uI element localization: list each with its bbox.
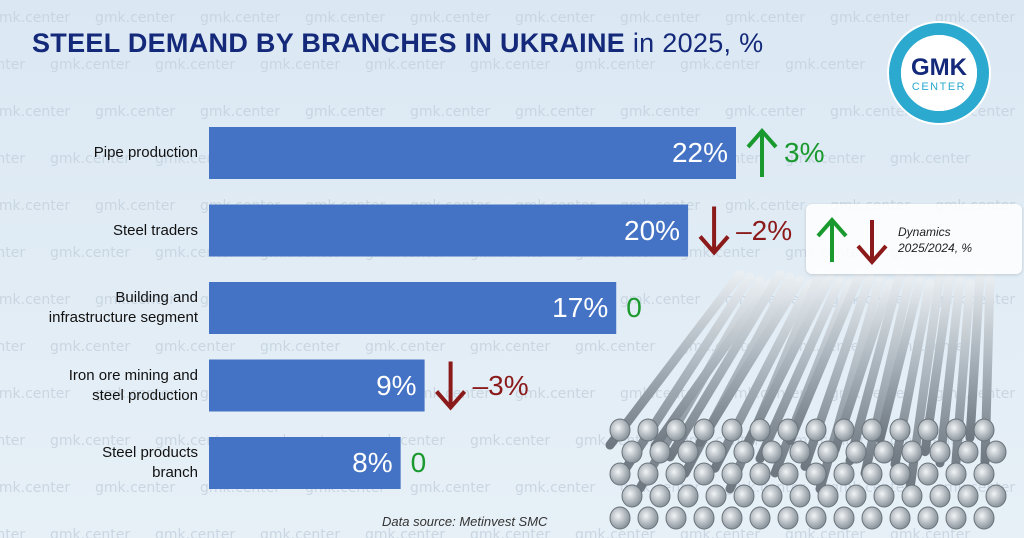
bar-value-label: 17% — [552, 292, 609, 323]
chart-title-bold: STEEL DEMAND BY BRANCHES IN UKRAINE — [32, 28, 626, 58]
category-label: Pipe production — [0, 143, 198, 163]
category-label-line: Iron ore mining and — [68, 366, 198, 384]
category-label: Steel traders — [0, 221, 198, 241]
bar-value-label: 8% — [352, 447, 393, 478]
category-label-line: Pipe production — [93, 144, 198, 161]
bar — [209, 204, 689, 257]
category-label-line: Building and — [115, 289, 198, 306]
logo-text-gmk: GMK — [911, 54, 968, 81]
dynamics-label: –3% — [472, 369, 529, 401]
bar — [209, 359, 425, 412]
gmk-center-logo: GMK CENTER — [887, 21, 991, 125]
legend-up-arrow-icon — [816, 216, 848, 262]
up-arrow-icon — [746, 127, 778, 177]
chart-title: STEEL DEMAND BY BRANCHES IN UKRAINE in 2… — [32, 28, 763, 59]
category-label: Steel products branch — [0, 443, 198, 483]
legend-label: Dynamics 2025/2024, % — [898, 225, 973, 255]
down-arrow-icon — [698, 206, 730, 256]
dynamics-label: 0 — [626, 292, 642, 323]
chart-title-rest: in 2025, % — [625, 28, 764, 58]
dynamics-label: 0 — [410, 447, 427, 478]
category-label: Building and infrastructure segment — [0, 288, 198, 328]
category-label-line: Steel products — [102, 444, 198, 461]
bar-value-label: 9% — [376, 369, 417, 401]
category-label-line: infrastructure segment — [48, 309, 198, 326]
category-label-line: steel production — [92, 386, 198, 404]
category-label: Iron ore mining and steel production — [0, 366, 198, 406]
rebar-bundle-illustration — [605, 270, 1007, 530]
legend-down-arrow-icon — [856, 220, 888, 266]
bar — [209, 282, 617, 334]
bar-value-label: 20% — [624, 214, 681, 246]
data-source: Data source: Metinvest SMC — [382, 514, 548, 529]
logo-text-center: CENTER — [912, 81, 966, 93]
dynamics-label: –2% — [736, 214, 793, 246]
category-label-line: branch — [152, 464, 198, 481]
category-label-line: Steel traders — [112, 221, 198, 239]
dynamics-legend: Dynamics 2025/2024, % — [806, 204, 1022, 274]
dynamics-label: 3% — [784, 137, 825, 168]
down-arrow-icon — [435, 361, 467, 411]
bar — [209, 437, 401, 489]
legend-arrows — [816, 216, 888, 266]
bar — [209, 127, 736, 179]
bar-value-label: 22% — [671, 137, 728, 168]
